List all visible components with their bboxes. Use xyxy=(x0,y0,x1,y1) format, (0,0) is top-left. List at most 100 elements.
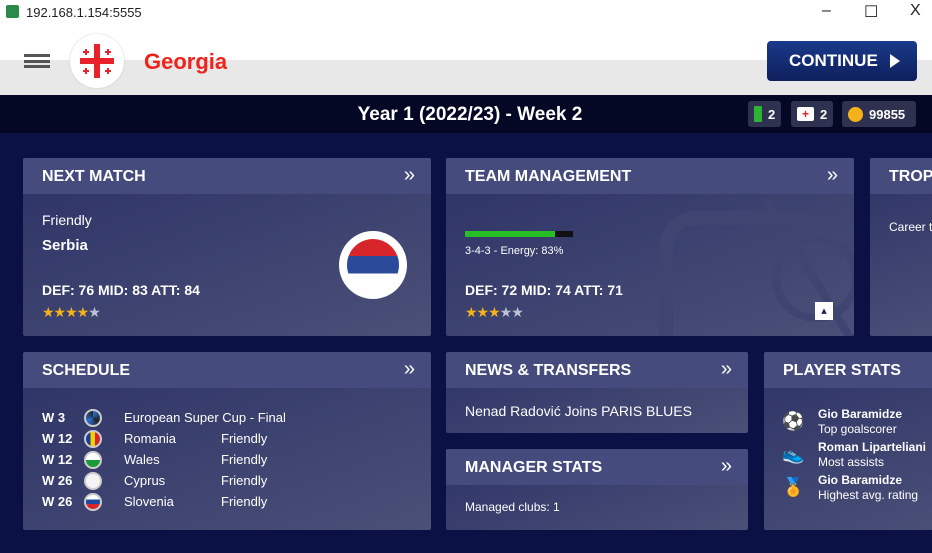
player-stat-item[interactable]: 🏅 Gio Baramidze Highest avg. rating xyxy=(782,473,932,505)
team-flag-icon xyxy=(84,492,102,511)
schedule-opponent: Romania xyxy=(124,431,177,446)
window-url: 192.168.1.154:5555 xyxy=(26,5,142,20)
card-header: NEWS & TRANSFERS » xyxy=(446,352,748,388)
team-name: Georgia xyxy=(144,49,228,74)
team-flag-icon xyxy=(84,450,102,469)
team-stars: ★★★★★ xyxy=(465,304,524,320)
chevron-right-icon[interactable]: » xyxy=(403,164,415,186)
card-title: MANAGER STATS xyxy=(465,459,603,476)
player-stat-item[interactable]: ⚽ Gio Baramidze Top goalscorer xyxy=(782,407,932,439)
schedule-card[interactable]: SCHEDULE» W 3 European Super Cup - Final W… xyxy=(23,352,431,530)
season-bar: Year 1 (2022/23) - Week 2 2 +2 99855 xyxy=(0,95,932,133)
managed-clubs: Managed clubs: 1 xyxy=(465,500,560,514)
player-stat: Highest avg. rating xyxy=(818,488,919,502)
schedule-week: W 12 xyxy=(42,431,73,446)
window-titlebar: 192.168.1.154:5555 – ☐ X xyxy=(0,0,932,24)
medkit-counter[interactable]: +2 xyxy=(791,101,834,127)
schedule-type: Friendly xyxy=(221,431,268,446)
hamburger-menu-icon[interactable] xyxy=(24,54,50,68)
news-card[interactable]: NEWS & TRANSFERS » Nenad Radović Joins PA… xyxy=(446,352,748,433)
manager-stats-card[interactable]: MANAGER STATS » Managed clubs: 1 xyxy=(446,449,748,530)
schedule-row[interactable]: W 26 Slovenia Friendly xyxy=(42,491,286,512)
trophies-card[interactable]: TROP Career t xyxy=(870,158,932,336)
card-title: NEXT MATCH xyxy=(42,168,146,185)
schedule-type: Friendly xyxy=(221,494,268,509)
career-trophies: Career t xyxy=(889,220,932,234)
continue-label: CONTINUE xyxy=(789,51,878,70)
chevron-right-icon[interactable]: » xyxy=(720,455,732,477)
card-title: TROP xyxy=(889,168,932,185)
opponent-ratings: DEF: 76 MID: 83 ATT: 84 xyxy=(42,282,200,298)
chevron-right-icon[interactable]: » xyxy=(403,358,415,380)
coin-value: 99855 xyxy=(869,106,906,122)
player-name: Gio Baramidze xyxy=(818,473,903,487)
boot-icon: 👟 xyxy=(782,444,805,464)
schedule-type: Friendly xyxy=(221,473,268,488)
team-management-card[interactable]: TEAM MANAGEMENT » 3-4-3 - Energy: 83% DEF… xyxy=(446,158,854,336)
team-flag-icon xyxy=(84,471,102,490)
news-headline[interactable]: Nenad Radović Joins PARIS BLUES xyxy=(465,403,692,419)
schedule-row[interactable]: W 12 Wales Friendly xyxy=(42,449,286,470)
coin-counter[interactable]: 99855 xyxy=(842,101,916,127)
next-match-card[interactable]: NEXT MATCH » Friendly Serbia DEF: 76 MID:… xyxy=(23,158,431,336)
schedule-type: Friendly xyxy=(221,452,268,467)
stats-chart-icon[interactable]: ▴ xyxy=(815,302,833,320)
schedule-week: W 26 xyxy=(42,494,73,509)
schedule-week: W 12 xyxy=(42,452,73,467)
player-stat-item[interactable]: 👟 Roman Liparteliani Most assists xyxy=(782,440,932,472)
chevron-right-icon[interactable]: » xyxy=(826,164,838,186)
card-header: PLAYER STATS xyxy=(764,352,932,388)
player-stats-card[interactable]: PLAYER STATS ⚽ Gio Baramidze Top goalscore… xyxy=(764,352,932,530)
maximize-button[interactable]: ☐ xyxy=(864,4,879,21)
card-title: PLAYER STATS xyxy=(783,362,901,379)
schedule-row[interactable]: W 26 Cyprus Friendly xyxy=(42,470,286,491)
opponent-stars: ★★★★★ xyxy=(42,304,101,320)
minimize-button[interactable]: – xyxy=(822,2,831,19)
app-header: Georgia CONTINUE xyxy=(0,24,932,95)
schedule-opponent: Slovenia xyxy=(124,494,174,509)
schedule-week: W 3 xyxy=(42,410,66,425)
close-button[interactable]: X xyxy=(910,2,921,19)
formation-energy: 3-4-3 - Energy: 83% xyxy=(465,245,564,257)
team-flag-icon xyxy=(84,429,102,448)
card-header: MANAGER STATS » xyxy=(446,449,748,485)
chevron-right-icon[interactable]: » xyxy=(720,358,732,380)
georgia-flag-icon xyxy=(70,34,124,88)
medkit-value: 2 xyxy=(820,106,828,122)
card-title: NEWS & TRANSFERS xyxy=(465,362,632,379)
player-name: Roman Liparteliani xyxy=(818,440,927,454)
schedule-opponent: European Super Cup - Final xyxy=(124,410,286,425)
energy-value: 2 xyxy=(768,106,776,122)
medal-icon: 🏅 xyxy=(782,477,805,497)
season-week: Year 1 (2022/23) - Week 2 xyxy=(357,104,583,125)
card-title: SCHEDULE xyxy=(42,362,131,379)
player-stat: Top goalscorer xyxy=(818,422,897,436)
energy-counter[interactable]: 2 xyxy=(748,101,782,127)
serbia-flag-icon xyxy=(339,231,407,299)
card-header: TROP xyxy=(870,158,932,194)
energy-bar xyxy=(465,231,573,237)
continue-button[interactable]: CONTINUE xyxy=(767,41,917,81)
player-stat: Most assists xyxy=(818,455,885,469)
schedule-list: W 3 European Super Cup - Final W 12 Romania… xyxy=(42,407,286,512)
coin-icon xyxy=(848,106,863,122)
card-header: NEXT MATCH » xyxy=(23,158,431,194)
schedule-opponent: Cyprus xyxy=(124,473,166,488)
app-icon xyxy=(6,5,19,18)
schedule-row[interactable]: W 3 European Super Cup - Final xyxy=(42,407,286,428)
battery-icon xyxy=(754,106,762,122)
schedule-week: W 26 xyxy=(42,473,73,488)
card-title: TEAM MANAGEMENT xyxy=(465,168,632,185)
team-flag-icon xyxy=(84,408,102,427)
schedule-row[interactable]: W 12 Romania Friendly xyxy=(42,428,286,449)
card-header: TEAM MANAGEMENT » xyxy=(446,158,854,194)
match-type: Friendly xyxy=(42,212,92,228)
team-ratings: DEF: 72 MID: 74 ATT: 71 xyxy=(465,282,623,298)
schedule-opponent: Wales xyxy=(124,452,160,467)
opponent-name: Serbia xyxy=(42,237,88,254)
medkit-icon: + xyxy=(797,107,814,121)
card-header: SCHEDULE » xyxy=(23,352,431,388)
soccer-ball-icon: ⚽ xyxy=(782,411,805,431)
play-arrow-icon xyxy=(889,54,900,68)
player-name: Gio Baramidze xyxy=(818,407,903,421)
